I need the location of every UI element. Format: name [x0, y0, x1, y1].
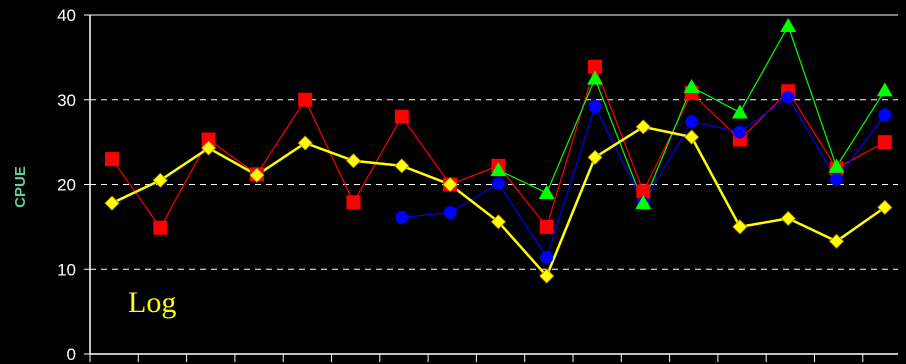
series-3-point-5	[345, 153, 362, 169]
series-3-point-15	[828, 233, 845, 249]
y-tick-label-0: 0	[67, 345, 76, 364]
series-2-line	[498, 24, 886, 205]
series-3-point-10	[587, 149, 603, 165]
series-3-point-2	[201, 140, 217, 156]
series-3-point-3	[249, 167, 265, 183]
series-1-point-10	[588, 100, 602, 114]
axes	[84, 14, 898, 355]
series-1-point-8	[491, 177, 505, 191]
series-3-point-6	[394, 158, 410, 174]
series-2-point-14	[780, 18, 797, 33]
series-3-point-0	[104, 195, 120, 211]
series-2-point-15	[828, 158, 845, 173]
series-1-point-14	[781, 90, 795, 104]
series-0-point-10	[588, 59, 602, 74]
series-3-point-8	[490, 214, 506, 230]
series-0-point-0	[105, 152, 119, 167]
series-1-point-9	[540, 250, 554, 264]
series-3-point-9	[539, 268, 555, 284]
series-1-point-15	[830, 172, 843, 186]
series-1-point-16	[878, 108, 892, 122]
series-3-point-13	[732, 219, 748, 235]
series-markers	[104, 18, 893, 284]
series-0-point-9	[539, 219, 554, 234]
series-0-line	[111, 64, 886, 229]
x-tick-marks	[89, 354, 864, 362]
series-2-point-8	[490, 162, 507, 177]
grid-lines	[90, 14, 898, 270]
series-3-point-4	[297, 135, 313, 151]
series-2-point-12	[683, 79, 700, 94]
series-2-point-9	[538, 184, 555, 199]
series-0-point-2	[201, 132, 216, 147]
series-3-point-1	[152, 172, 168, 188]
y-tick-labels: 0 10 20 30 40	[57, 6, 76, 364]
series-0-point-4	[298, 92, 313, 107]
series-0-point-16	[877, 135, 892, 150]
series-lines	[111, 24, 886, 279]
y-tick-label-20: 20	[57, 176, 76, 195]
series-1-point-12	[685, 115, 699, 129]
y-tick-label-10: 10	[57, 260, 76, 279]
series-0-point-11	[636, 184, 651, 199]
y-tick-label-30: 30	[57, 91, 76, 110]
series-1-point-13	[733, 125, 747, 139]
y-tick-label-40: 40	[57, 6, 76, 25]
series-3-line	[111, 125, 886, 279]
series-3-point-12	[684, 129, 700, 145]
series-3-point-14	[780, 210, 796, 226]
series-0-point-6	[394, 109, 409, 124]
series-1-point-6	[395, 211, 409, 225]
y-axis-title: CPUE	[12, 166, 29, 208]
series-0-point-5	[346, 195, 361, 210]
series-2-point-11	[635, 195, 652, 210]
series-3-point-16	[877, 199, 893, 215]
series-3-point-11	[635, 119, 651, 135]
series-0-point-1	[153, 220, 168, 235]
series-1-point-7	[443, 205, 457, 219]
series-3-point-7	[442, 176, 458, 193]
series-2-point-10	[587, 70, 603, 85]
series-2-point-16	[876, 82, 893, 97]
log-annotation: Log	[128, 286, 176, 319]
series-2-point-13	[731, 104, 748, 119]
